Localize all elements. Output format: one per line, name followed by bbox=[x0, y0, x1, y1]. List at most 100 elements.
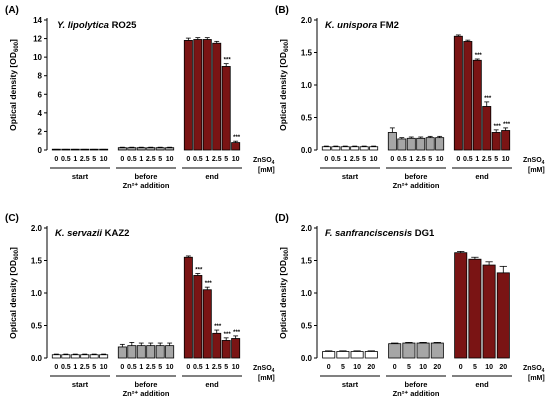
bar-before bbox=[388, 343, 402, 359]
x-tick-label: 10 bbox=[502, 156, 510, 163]
y-axis-label-sub: 600 bbox=[14, 41, 20, 52]
y-axis-label-end: ] bbox=[278, 247, 288, 250]
bar-before bbox=[416, 137, 426, 151]
y-axis-label-sub: 600 bbox=[284, 41, 290, 52]
x-tick-label: 0.5 bbox=[397, 156, 407, 163]
y-tick-label: 14 bbox=[33, 16, 42, 25]
bar-before bbox=[127, 147, 137, 151]
y-tick-label: 4 bbox=[38, 109, 43, 118]
significance-label: *** bbox=[214, 324, 222, 330]
x-tick-label: 0 bbox=[54, 364, 58, 371]
bar-start bbox=[350, 146, 360, 151]
bar-start bbox=[89, 354, 99, 359]
x-tick-label: 0 bbox=[54, 156, 58, 163]
bar-start bbox=[369, 146, 379, 151]
x-tick-label: 0 bbox=[327, 364, 331, 371]
bar-start bbox=[359, 146, 369, 151]
x-tick-label: 20 bbox=[433, 364, 441, 371]
bar-end bbox=[193, 275, 203, 359]
x-tick-label: 10 bbox=[232, 364, 240, 371]
y-axis-label: Optical density [OD600] bbox=[8, 39, 20, 131]
x-tick-label: 0 bbox=[186, 364, 190, 371]
bar-before bbox=[430, 342, 444, 359]
x-tick-label: 5 bbox=[158, 156, 162, 163]
bar-before bbox=[435, 137, 445, 151]
y-tick-label: 1.5 bbox=[31, 257, 43, 266]
y-axis-label-sub: 600 bbox=[284, 249, 290, 260]
bar-before bbox=[406, 137, 416, 151]
bar-before bbox=[165, 345, 175, 359]
y-axis-label-main: Optical density [OD bbox=[278, 52, 288, 131]
x-tick-label: 0 bbox=[456, 156, 460, 163]
significance-label: *** bbox=[195, 268, 203, 274]
x-tick-label: 10 bbox=[232, 156, 240, 163]
y-tick-label: 10 bbox=[33, 53, 42, 62]
significance-label: *** bbox=[224, 58, 232, 64]
bar-start bbox=[340, 146, 350, 151]
group-label: end bbox=[475, 380, 489, 389]
bar-end bbox=[221, 340, 231, 359]
y-axis-label-main: Optical density [OD bbox=[278, 260, 288, 339]
x-tick-label: 2.5 bbox=[350, 156, 360, 163]
concentration-label: ZnSO4 bbox=[523, 365, 545, 374]
x-tick-label: 5 bbox=[158, 364, 162, 371]
bar-start bbox=[350, 351, 364, 359]
x-tick-label: 0.5 bbox=[331, 156, 341, 163]
bar-start bbox=[99, 354, 109, 359]
x-tick-label: 1 bbox=[139, 364, 143, 371]
x-tick-label: 5 bbox=[92, 364, 96, 371]
concentration-label-main: ZnSO bbox=[253, 365, 272, 372]
group-label: before bbox=[405, 380, 428, 389]
x-tick-label: 0.5 bbox=[193, 156, 203, 163]
x-tick-label: 2.5 bbox=[212, 364, 222, 371]
concentration-label-main: ZnSO bbox=[523, 365, 542, 372]
group-label: Zn²⁺ addition bbox=[123, 181, 170, 190]
species-name: K. servazii bbox=[55, 228, 105, 239]
bar-before bbox=[155, 147, 165, 151]
significance-label: *** bbox=[224, 332, 232, 338]
y-tick-label: 2.0 bbox=[301, 16, 313, 25]
panel-label: (C) bbox=[5, 213, 19, 224]
x-tick-label: 2.5 bbox=[416, 156, 426, 163]
y-tick-label: 0.5 bbox=[301, 114, 313, 123]
concentration-label-main: ZnSO bbox=[253, 157, 272, 164]
x-tick-label: 2.5 bbox=[80, 156, 90, 163]
group-label: Zn²⁺ addition bbox=[123, 389, 170, 398]
chart-title: K. unispora FM2 bbox=[325, 20, 399, 31]
panel-label: (D) bbox=[275, 213, 289, 224]
group-label: before bbox=[135, 172, 158, 181]
y-axis-label-end: ] bbox=[8, 39, 18, 42]
y-tick-label: 12 bbox=[33, 35, 42, 44]
chart-panel-1: (A) Y. lipolytica RO25 Optical density [OD… bbox=[5, 5, 275, 190]
x-tick-label: 0.5 bbox=[193, 364, 203, 371]
y-tick-label: 0.5 bbox=[301, 322, 313, 331]
y-tick-label: 0.0 bbox=[301, 354, 313, 363]
x-tick-label: 0 bbox=[393, 364, 397, 371]
significance-label: *** bbox=[475, 53, 483, 59]
x-tick-label: 1 bbox=[409, 156, 413, 163]
x-tick-label: 20 bbox=[367, 364, 375, 371]
bar-end bbox=[453, 35, 463, 151]
group-label: before bbox=[405, 172, 428, 181]
y-tick-label: 2.0 bbox=[301, 224, 313, 233]
x-tick-label: 0 bbox=[459, 364, 463, 371]
y-axis-label: Optical density [OD600] bbox=[8, 247, 20, 339]
y-tick-label: 1.0 bbox=[301, 81, 313, 90]
bar-end bbox=[454, 252, 468, 359]
concentration-unit: [mM] bbox=[258, 167, 275, 174]
concentration-label: ZnSO4 bbox=[253, 365, 275, 374]
significance-label: *** bbox=[484, 96, 492, 102]
bar-end bbox=[472, 59, 482, 151]
x-tick-label: 0 bbox=[324, 156, 328, 163]
bar-start bbox=[51, 354, 61, 359]
group-label: end bbox=[475, 172, 489, 181]
x-tick-label: 5 bbox=[92, 156, 96, 163]
bar-start bbox=[336, 351, 350, 359]
concentration-label-main: ZnSO bbox=[523, 157, 542, 164]
x-tick-label: 10 bbox=[100, 156, 108, 163]
x-tick-label: 1 bbox=[73, 156, 77, 163]
concentration-label-sub: 4 bbox=[542, 368, 545, 374]
bar-before bbox=[425, 137, 435, 151]
concentration-label-sub: 4 bbox=[272, 160, 275, 166]
bar-before bbox=[165, 147, 175, 151]
